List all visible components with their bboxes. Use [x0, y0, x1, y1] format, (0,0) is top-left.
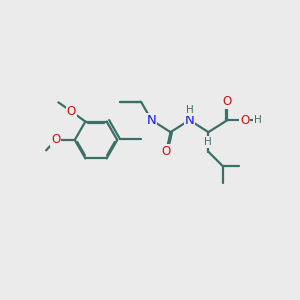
Text: O: O	[66, 105, 76, 118]
Text: N: N	[147, 114, 157, 127]
Text: H: H	[204, 137, 212, 147]
Text: O: O	[51, 134, 60, 146]
Text: O: O	[162, 145, 171, 158]
Text: H: H	[186, 105, 194, 116]
Text: O: O	[223, 95, 232, 108]
Text: N: N	[184, 114, 194, 127]
Text: H: H	[254, 115, 261, 125]
Text: O: O	[240, 114, 249, 127]
